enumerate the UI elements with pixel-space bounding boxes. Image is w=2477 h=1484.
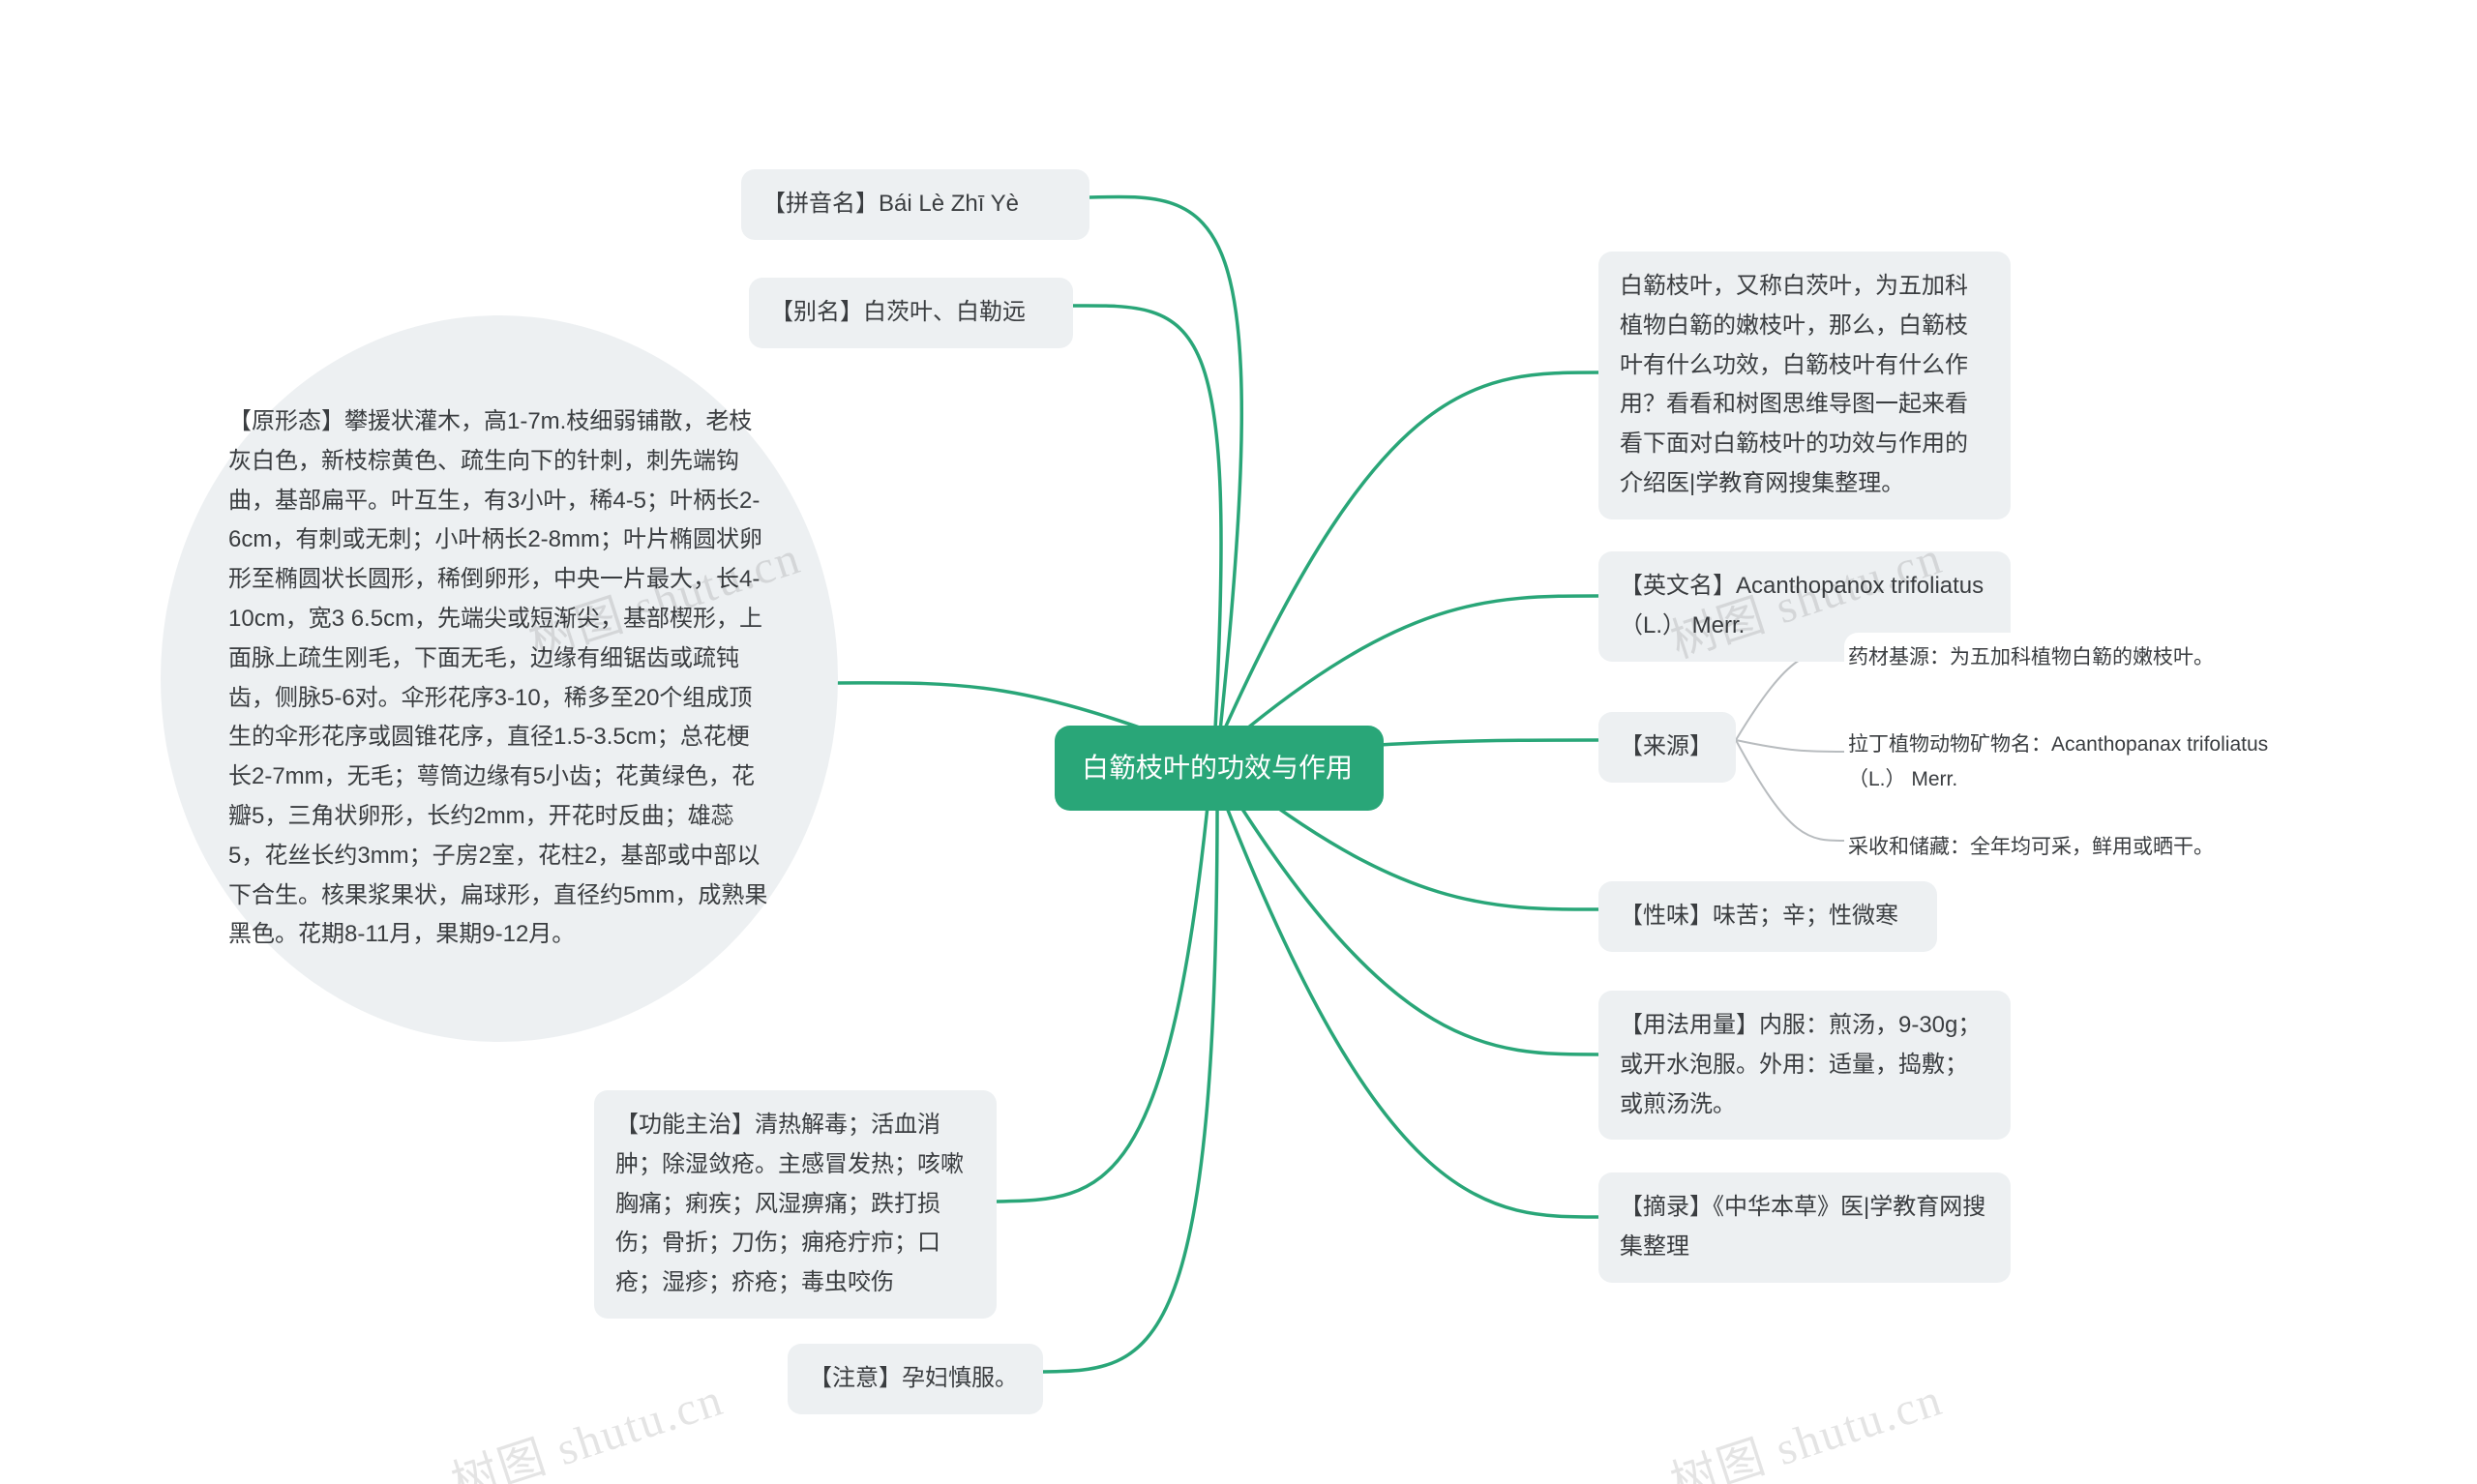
mindmap-canvas: 白簕枝叶的功效与作用 【拼音名】Bái Lè Zhī Yè 【别名】白茨叶、白勒… [0,0,2477,1484]
node-bieming: 【别名】白茨叶、白勒远 [749,278,1073,348]
center-node: 白簕枝叶的功效与作用 [1055,726,1384,811]
node-gongneng: 【功能主治】清热解毒；活血消肿；除湿敛疮。主感冒发热；咳嗽胸痛；痢疾；风湿痹痛；… [594,1090,997,1319]
node-pinyin: 【拼音名】Bái Lè Zhī Yè [741,169,1089,240]
node-morphology: 【原形态】攀援状灌木，高1-7m.枝细弱铺散，老枝灰白色，新枝棕黄色、疏生向下的… [161,315,838,1042]
watermark: 树图 shutu.cn [441,1361,731,1484]
leaf-source-1: 药材基源：为五加科植物白簕的嫩枝叶。 [1844,633,2289,683]
node-laiyuan: 【来源】 [1598,712,1736,783]
leaf-source-3: 采收和储藏：全年均可采，鲜用或晒干。 [1844,822,2289,873]
node-yongfa: 【用法用量】内服：煎汤，9-30g；或开水泡服。外用：适量，捣敷；或煎汤洗。 [1598,991,2011,1140]
watermark: 树图 shutu.cn [1660,1361,1950,1484]
node-intro: 白簕枝叶，又称白茨叶，为五加科植物白簕的嫩枝叶，那么，白簕枝叶有什么功效，白簕枝… [1598,252,2011,519]
node-xingwei: 【性味】味苦；辛；性微寒 [1598,881,1937,952]
leaf-source-2: 拉丁植物动物矿物名：Acanthopanax trifoliatus （L.） … [1844,720,2289,804]
node-zhailu: 【摘录】《中华本草》医|学教育网搜集整理 [1598,1172,2011,1283]
node-zhuyi: 【注意】孕妇慎服。 [788,1344,1043,1414]
